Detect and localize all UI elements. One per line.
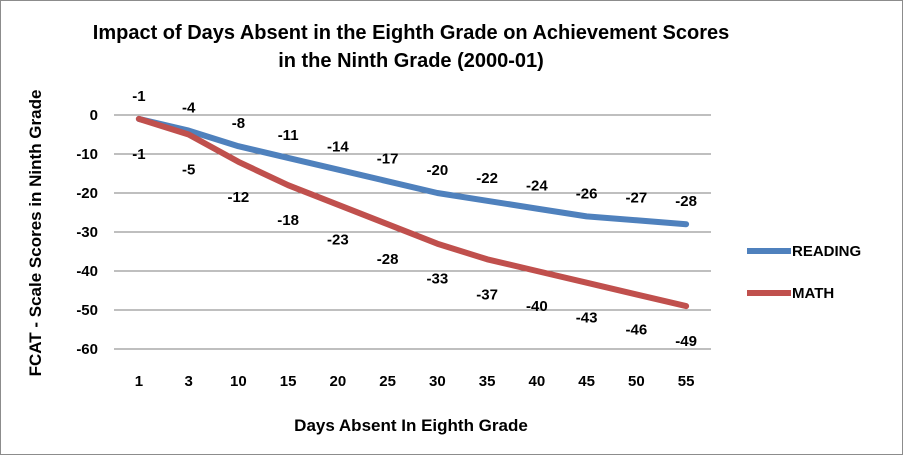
- data-label-reading: -4: [182, 100, 196, 117]
- data-label-reading: -28: [675, 193, 697, 210]
- legend-label: MATH: [792, 285, 834, 302]
- y-tick-label: 0: [90, 107, 98, 124]
- data-label-reading: -1: [132, 88, 145, 105]
- y-axis-title: FCAT - Scale Scores in Ninth Grade: [26, 90, 45, 377]
- series-line-reading: [135, 115, 690, 228]
- x-axis-ticks: 1 3 10 15 20 25 30 35 40 45 50 55: [135, 373, 695, 390]
- data-label-math: -1: [132, 146, 145, 163]
- x-tick-label: 30: [429, 373, 446, 390]
- y-tick-label: -30: [76, 224, 98, 241]
- data-label-reading: -27: [626, 189, 648, 206]
- y-tick-label: -10: [76, 146, 98, 163]
- data-label-math: -49: [675, 333, 697, 350]
- data-label-math: -46: [626, 321, 648, 338]
- data-label-math: -37: [476, 286, 498, 303]
- y-tick-label: -50: [76, 302, 98, 319]
- chart-title-line-1: Impact of Days Absent in the Eighth Grad…: [93, 22, 729, 44]
- data-label-math: -28: [377, 251, 399, 268]
- y-axis-ticks: 0 -10 -20 -30 -40 -50 -60: [76, 107, 98, 358]
- x-axis-title: Days Absent In Eighth Grade: [294, 416, 528, 435]
- x-tick-label: 15: [280, 373, 297, 390]
- data-label-math: -18: [277, 212, 299, 229]
- data-label-reading: -22: [476, 170, 498, 187]
- legend: READING MATH: [747, 243, 861, 302]
- data-label-reading: -14: [327, 139, 349, 156]
- data-label-math: -23: [327, 232, 349, 249]
- legend-label: READING: [792, 243, 861, 260]
- x-tick-label: 35: [479, 373, 496, 390]
- x-tick-label: 1: [135, 373, 143, 390]
- data-label-reading: -20: [427, 162, 449, 179]
- data-label-math: -33: [427, 271, 449, 288]
- data-labels: -1 -4 -8 -11 -14 -17 -20 -22 -24 -26 -27 -28 -1 -5 -12…: [132, 88, 697, 350]
- x-tick-label: 20: [330, 373, 347, 390]
- data-label-reading: -11: [278, 127, 299, 144]
- data-label-math: -43: [576, 310, 598, 327]
- y-tick-label: -40: [76, 263, 98, 280]
- data-label-reading: -26: [576, 185, 598, 202]
- y-tick-label: -60: [76, 341, 98, 358]
- x-tick-label: 55: [678, 373, 695, 390]
- y-tick-label: -20: [76, 185, 98, 202]
- gridlines: [114, 114, 711, 350]
- data-label-math: -12: [228, 189, 250, 206]
- data-label-reading: -17: [377, 150, 399, 167]
- data-label-reading: -24: [526, 178, 548, 195]
- data-label-math: -40: [526, 298, 548, 315]
- series-line-math: [135, 115, 690, 310]
- x-tick-label: 3: [184, 373, 192, 390]
- data-label-reading: -8: [232, 115, 245, 132]
- x-tick-label: 50: [628, 373, 645, 390]
- x-tick-label: 45: [578, 373, 595, 390]
- x-tick-label: 10: [230, 373, 247, 390]
- x-tick-label: 25: [379, 373, 396, 390]
- x-tick-label: 40: [529, 373, 546, 390]
- data-label-math: -5: [182, 162, 195, 179]
- chart-title-line-2: in the Ninth Grade (2000-01): [278, 50, 544, 72]
- series-lines: [135, 115, 690, 310]
